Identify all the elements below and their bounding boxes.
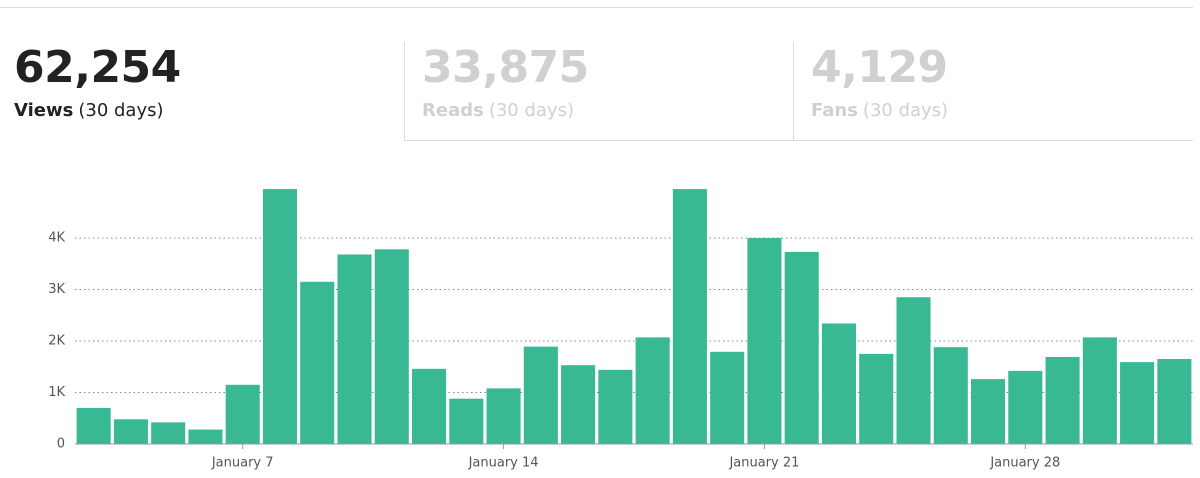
stat-tab[interactable]: 33,875 Reads (30 days) (404, 42, 793, 141)
bar (710, 351, 745, 444)
x-tick-label: January 14 (468, 456, 539, 471)
bar (1082, 337, 1117, 444)
stat-tab[interactable]: 62,254 Views (30 days) (14, 42, 181, 141)
stat-period: (30 days) (78, 100, 164, 121)
bar (859, 353, 894, 444)
x-tick-label: January 7 (211, 456, 274, 471)
stat-value: 33,875 (422, 42, 589, 93)
bar (635, 337, 670, 444)
bar (523, 346, 558, 444)
y-tick-label: 0 (57, 437, 65, 452)
stat-period: (30 days) (488, 100, 574, 121)
bar (821, 323, 856, 444)
bar (896, 297, 931, 444)
stat-value: 4,129 (811, 42, 948, 93)
bar (672, 189, 707, 444)
bar (412, 368, 447, 444)
bar (449, 398, 484, 444)
bar (188, 429, 223, 444)
bar (1157, 359, 1192, 444)
stat-label: Fans (30 days) (811, 100, 1193, 121)
bar (1045, 356, 1080, 444)
stat-tab[interactable]: 4,129 Fans (30 days) (793, 42, 1193, 141)
bar (1120, 362, 1155, 444)
divider (0, 7, 1193, 8)
bar (747, 238, 782, 444)
bar (300, 281, 335, 444)
bar (1008, 370, 1043, 444)
bar (784, 251, 819, 444)
stat-name: Views (14, 100, 74, 121)
stat-value: 62,254 (14, 42, 181, 93)
bar (76, 407, 111, 444)
y-tick-label: 1K (48, 385, 65, 400)
stat-period: (30 days) (862, 100, 949, 121)
bar (225, 384, 260, 444)
bar (262, 189, 297, 444)
stat-label: Views (30 days) (14, 100, 181, 121)
y-tick-label: 2K (48, 334, 65, 349)
x-tick-label: January 28 (989, 456, 1060, 471)
bar (598, 369, 633, 444)
bar (486, 388, 521, 444)
stat-name: Fans (811, 100, 858, 121)
bar (337, 254, 372, 444)
stat-name: Reads (422, 100, 484, 121)
bar (561, 365, 596, 444)
stat-label: Reads (30 days) (422, 100, 793, 121)
bar (933, 347, 968, 444)
bar (113, 419, 148, 444)
y-tick-label: 4K (48, 231, 65, 246)
bar (971, 379, 1006, 444)
bar (374, 249, 409, 444)
bar (151, 422, 186, 444)
x-tick-label: January 21 (728, 456, 799, 471)
y-tick-label: 3K (48, 282, 65, 297)
